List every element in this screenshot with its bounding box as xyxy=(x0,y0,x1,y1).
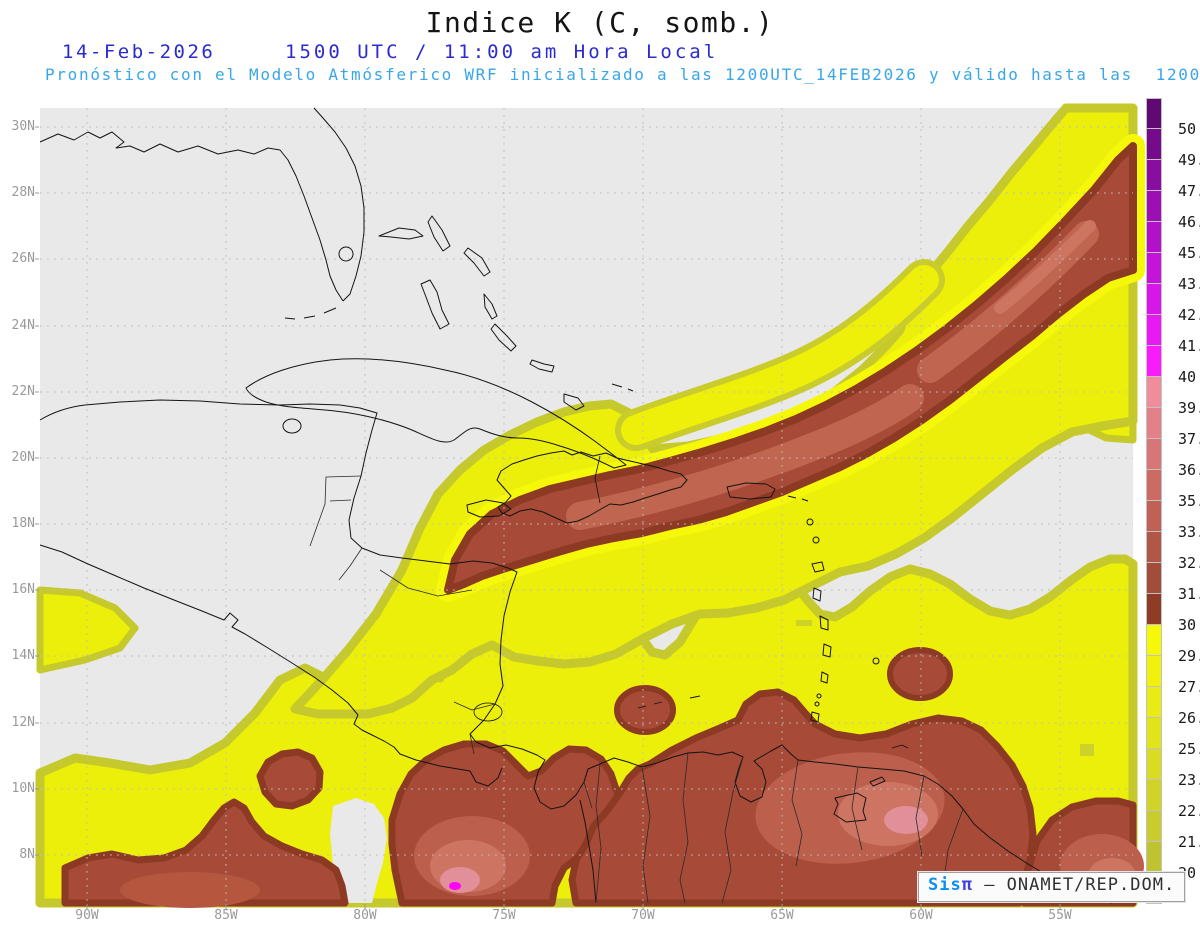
colorbar-segment xyxy=(1146,191,1162,222)
colorbar-segment xyxy=(1146,718,1162,749)
graticule xyxy=(35,108,1133,909)
lon-tick-label: 85W xyxy=(214,908,238,923)
colorbar-tick-label: 41.3 xyxy=(1178,337,1200,355)
colorbar-segment xyxy=(1146,749,1162,780)
colorbar-segment xyxy=(1146,222,1162,253)
colorbar-tick-label: 43.9 xyxy=(1178,275,1200,293)
lat-tick-label: 8N xyxy=(19,847,35,862)
lon-tick-label: 60W xyxy=(909,908,933,923)
lon-tick-label: 65W xyxy=(770,908,794,923)
attribution-badge: Sisπ – ONAMET/REP.DOM. xyxy=(918,872,1186,902)
colorbar-segment xyxy=(1146,532,1162,563)
lon-tick-label: 90W xyxy=(75,908,99,923)
colorbar-tick-label: 39.1 xyxy=(1178,399,1200,417)
contour-map-svg xyxy=(35,103,1145,909)
badge-sis-text: Sis xyxy=(928,875,962,895)
lon-tick-label: 55W xyxy=(1048,908,1072,923)
colorbar-tick-label: 45.2 xyxy=(1178,244,1200,262)
colorbar-tick-label: 40 xyxy=(1178,368,1197,386)
page-title: Indice K (C, somb.) xyxy=(425,6,775,39)
colorbar-segment xyxy=(1146,625,1162,656)
colorbar-segment xyxy=(1146,842,1162,873)
coastlines xyxy=(39,107,1113,904)
colorbar-tick-label: 37.8 xyxy=(1178,430,1200,448)
colorbar-tick-label: 47.8 xyxy=(1178,182,1200,200)
colorbar-tick-label: 35.2 xyxy=(1178,492,1200,510)
colorbar-tick-label: 21.3 xyxy=(1178,833,1200,851)
lat-tick-label: 22N xyxy=(11,384,35,399)
colorbar-tick-label: 50 xyxy=(1178,120,1197,138)
lon-tick-label: 75W xyxy=(492,908,516,923)
colorbar-segment xyxy=(1146,501,1162,532)
colorbar-tick-label: 27.8 xyxy=(1178,678,1200,696)
colorbar-tick-label: 36.5 xyxy=(1178,461,1200,479)
valid-time: 1500 UTC / 11:00 am Hora Local xyxy=(285,41,719,63)
lat-tick-label: 30N xyxy=(11,119,35,134)
colorbar-segment xyxy=(1146,811,1162,842)
colorbar-tick-label: 29.1 xyxy=(1178,647,1200,665)
contour-fills xyxy=(35,103,1145,908)
colorbar-tick-label: 33.9 xyxy=(1178,523,1200,541)
colorbar-segment xyxy=(1146,129,1162,160)
map-canvas xyxy=(35,103,1145,909)
colorbar-tick-label: 46.5 xyxy=(1178,213,1200,231)
badge-pi-logo: π xyxy=(961,875,973,895)
colorbar-tick-label: 49.1 xyxy=(1178,151,1200,169)
lat-tick-label: 10N xyxy=(11,781,35,796)
colorbar-segment xyxy=(1146,656,1162,687)
colorbar-segment xyxy=(1146,687,1162,718)
colorbar-segment xyxy=(1146,780,1162,811)
colorbar-tick-label: 31.3 xyxy=(1178,585,1200,603)
lat-tick-label: 24N xyxy=(11,318,35,333)
colorbar-tick-label: 42.6 xyxy=(1178,306,1200,324)
colorbar-tick-label: 22.6 xyxy=(1178,802,1200,820)
colorbar-segment xyxy=(1146,98,1162,129)
colorbar-segment xyxy=(1146,377,1162,408)
colorbar-segment xyxy=(1146,563,1162,594)
colorbar-segment xyxy=(1146,439,1162,470)
max-k-dot xyxy=(449,882,461,890)
colorbar-tick-label: 32.6 xyxy=(1178,554,1200,572)
run-date: 14-Feb-2026 xyxy=(62,41,216,63)
country-borders xyxy=(309,475,964,904)
lon-tick-label: 80W xyxy=(353,908,377,923)
colorbar-tick-label: 30 xyxy=(1178,616,1197,634)
lat-tick-label: 20N xyxy=(11,450,35,465)
lat-tick-label: 14N xyxy=(11,648,35,663)
lon-tick-label: 70W xyxy=(631,908,655,923)
colorbar-segment xyxy=(1146,346,1162,377)
colorbar-segment xyxy=(1146,253,1162,284)
colorbar-tick-label: 25.2 xyxy=(1178,740,1200,758)
colorbar-tick-label: 23.9 xyxy=(1178,771,1200,789)
colorbar-segment xyxy=(1146,315,1162,346)
badge-org-text: – ONAMET/REP.DOM. xyxy=(972,875,1176,895)
colorbar-segment xyxy=(1146,284,1162,315)
lat-tick-label: 16N xyxy=(11,582,35,597)
colorbar-segment xyxy=(1146,408,1162,439)
colorbar-segment xyxy=(1146,470,1162,501)
forecast-description: Pronóstico con el Modelo Atmósferico WRF… xyxy=(45,65,1200,84)
colorbar xyxy=(1146,98,1162,904)
small-red-dash xyxy=(463,563,477,568)
colorbar-tick-label: 26.5 xyxy=(1178,709,1200,727)
lat-tick-label: 18N xyxy=(11,516,35,531)
lat-tick-label: 26N xyxy=(11,251,35,266)
colorbar-segment xyxy=(1146,594,1162,625)
lat-tick-label: 28N xyxy=(11,185,35,200)
lat-tick-label: 12N xyxy=(11,715,35,730)
colorbar-segment xyxy=(1146,160,1162,191)
